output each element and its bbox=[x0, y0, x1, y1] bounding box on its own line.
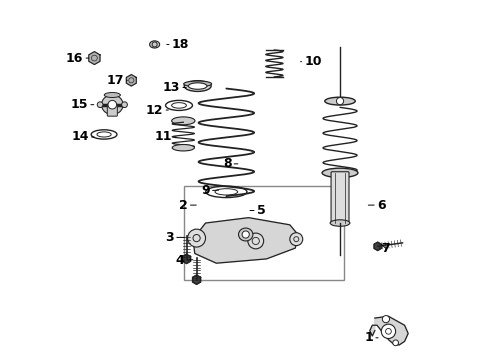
Text: 3: 3 bbox=[166, 231, 184, 244]
FancyBboxPatch shape bbox=[107, 104, 117, 116]
Polygon shape bbox=[374, 242, 381, 251]
Ellipse shape bbox=[188, 83, 207, 89]
Polygon shape bbox=[182, 254, 191, 264]
Ellipse shape bbox=[330, 220, 350, 226]
Circle shape bbox=[393, 340, 398, 346]
Circle shape bbox=[381, 324, 395, 338]
Circle shape bbox=[337, 98, 343, 105]
Text: 6: 6 bbox=[368, 199, 386, 212]
Text: 7: 7 bbox=[381, 242, 390, 255]
Polygon shape bbox=[370, 316, 408, 345]
Circle shape bbox=[382, 316, 390, 323]
Circle shape bbox=[188, 229, 205, 247]
Polygon shape bbox=[193, 218, 299, 263]
Polygon shape bbox=[126, 75, 136, 86]
Ellipse shape bbox=[239, 228, 253, 241]
Circle shape bbox=[242, 231, 249, 238]
Text: 13: 13 bbox=[163, 81, 186, 94]
FancyBboxPatch shape bbox=[331, 172, 349, 224]
Ellipse shape bbox=[325, 97, 355, 105]
Text: 4: 4 bbox=[175, 254, 193, 267]
Text: 1: 1 bbox=[365, 331, 378, 344]
Text: 8: 8 bbox=[223, 157, 238, 170]
Text: 11: 11 bbox=[155, 130, 176, 144]
Polygon shape bbox=[193, 275, 200, 284]
Ellipse shape bbox=[101, 95, 123, 114]
Text: 10: 10 bbox=[300, 55, 322, 68]
Text: 18: 18 bbox=[167, 38, 189, 51]
Circle shape bbox=[248, 233, 264, 249]
Text: 14: 14 bbox=[71, 130, 94, 144]
Ellipse shape bbox=[184, 81, 211, 91]
Text: 2: 2 bbox=[179, 199, 196, 212]
Circle shape bbox=[290, 233, 303, 246]
Ellipse shape bbox=[184, 81, 212, 87]
Ellipse shape bbox=[322, 168, 358, 177]
Text: 5: 5 bbox=[250, 204, 266, 217]
Bar bbox=[184, 186, 343, 280]
Ellipse shape bbox=[172, 144, 195, 151]
Text: 12: 12 bbox=[146, 104, 168, 117]
Text: 15: 15 bbox=[71, 98, 94, 111]
Circle shape bbox=[97, 102, 103, 108]
Circle shape bbox=[108, 100, 117, 109]
Ellipse shape bbox=[149, 41, 160, 48]
Text: 9: 9 bbox=[201, 184, 219, 197]
Text: 16: 16 bbox=[66, 51, 89, 64]
Circle shape bbox=[122, 102, 127, 108]
Text: 17: 17 bbox=[106, 74, 127, 87]
Ellipse shape bbox=[172, 117, 195, 125]
Polygon shape bbox=[89, 51, 100, 64]
Ellipse shape bbox=[104, 93, 121, 98]
